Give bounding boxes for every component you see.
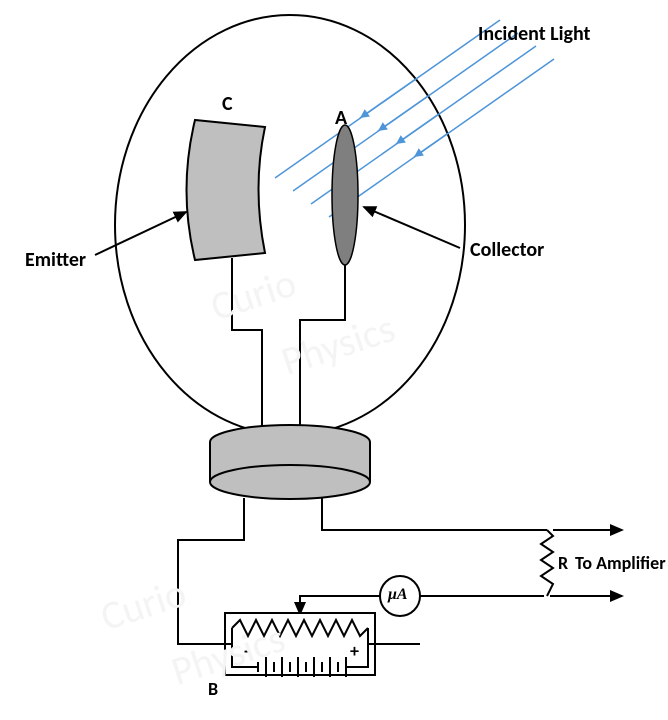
battery-label-b: B <box>208 678 218 700</box>
battery-plus: + <box>350 640 359 662</box>
to-amplifier-label: To Amplifier <box>575 552 666 574</box>
emitter-label: Emitter <box>25 248 86 272</box>
emitter-tag-c: C <box>222 92 233 116</box>
emitter-plate <box>187 120 266 260</box>
resistor-label-r: R <box>558 552 568 574</box>
collector-plate <box>332 125 358 265</box>
microammeter-label: μA <box>388 586 408 604</box>
incident-light-label: Incident Light <box>478 22 590 46</box>
battery-minus: - <box>244 640 250 662</box>
tube-base <box>210 425 370 499</box>
resistor-r <box>541 530 553 596</box>
collector-tag-a: A <box>335 106 347 130</box>
bulb-envelope <box>115 15 465 435</box>
collector-label: Collector <box>470 238 544 262</box>
diagram-svg <box>0 0 668 720</box>
